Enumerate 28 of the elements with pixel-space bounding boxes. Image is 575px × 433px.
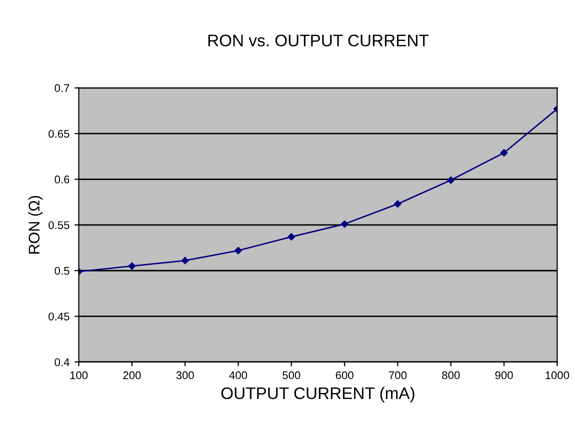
point (288, 233, 296, 240)
y-tick-label: 0.4 (54, 358, 70, 366)
y-tick-label: 0.45 (48, 312, 70, 320)
x-tick-label: 900 (495, 371, 513, 380)
x-axis-title: OUTPUT CURRENT (mA) (221, 386, 414, 402)
x-tick-label: 700 (389, 371, 407, 380)
x-tick-label: 1000 (546, 371, 570, 380)
chart-title: RON vs. OUTPUT CURRENT (208, 34, 429, 46)
x-tick-label: 100 (70, 371, 88, 380)
x-tick-label: 200 (123, 371, 141, 380)
y-tick-label: 0.65 (48, 130, 70, 138)
y-tick-label: 0.7 (54, 84, 70, 92)
point (234, 246, 242, 254)
y-tick-label: 0.5 (54, 266, 70, 275)
y-tick-label: 0.6 (54, 176, 70, 184)
point (340, 220, 348, 228)
x-tick-label: 400 (229, 371, 248, 380)
point (394, 200, 402, 208)
x-tick-label: 300 (176, 371, 194, 380)
y-axis-title: RON (Ω) (28, 196, 43, 254)
x-tick-label: 500 (282, 371, 300, 380)
point (128, 262, 136, 270)
point (500, 149, 508, 156)
point (181, 256, 189, 264)
x-tick-label: 600 (336, 371, 354, 380)
x-tick-label: 800 (442, 371, 460, 380)
y-tick-label: 0.55 (48, 221, 70, 230)
point (447, 176, 455, 184)
